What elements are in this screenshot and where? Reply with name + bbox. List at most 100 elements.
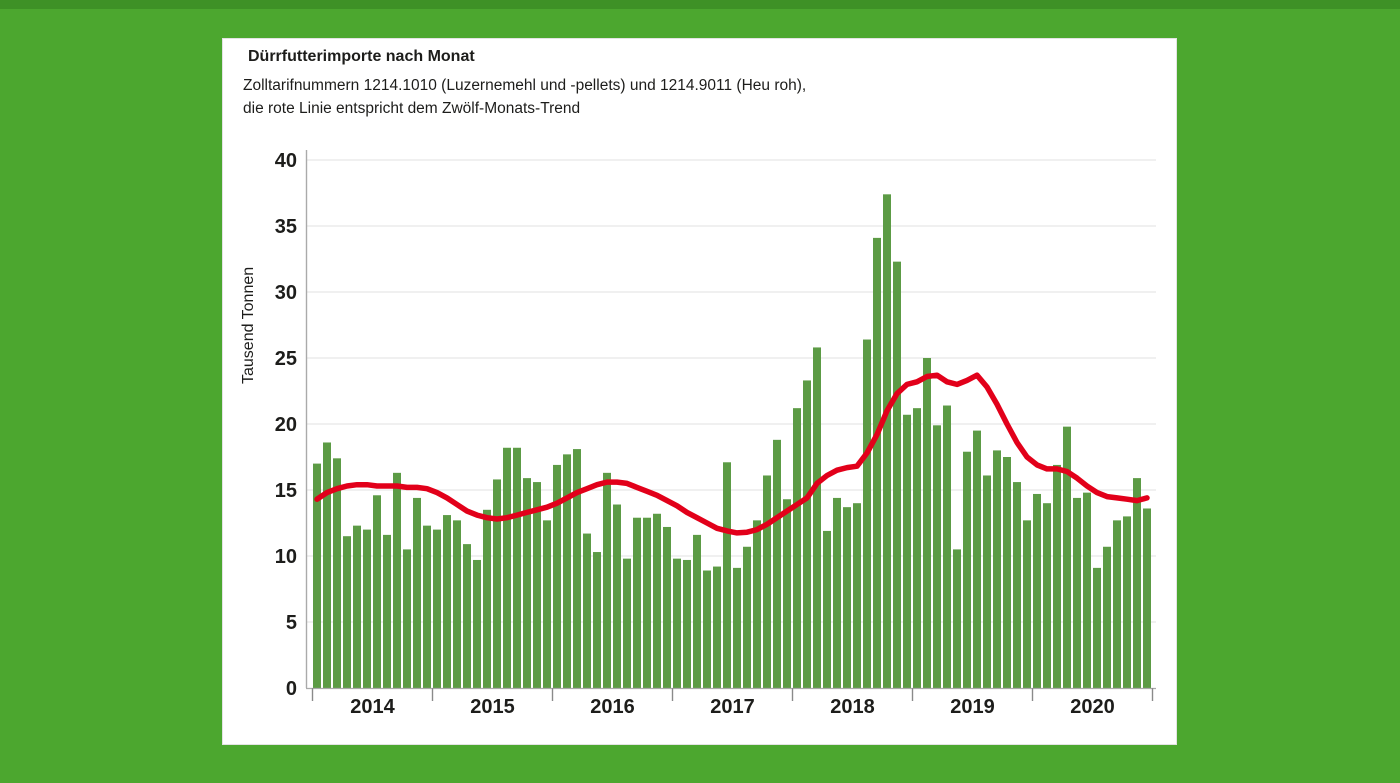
month-bar xyxy=(743,546,751,688)
y-tick-label: 0 xyxy=(286,678,297,700)
month-bar xyxy=(1053,464,1061,688)
month-bar xyxy=(673,558,681,688)
chart-title: Dürrfutterimporte nach Monat xyxy=(248,48,475,65)
month-bar xyxy=(663,526,671,688)
month-bar xyxy=(1073,497,1081,688)
month-bar xyxy=(1143,508,1151,688)
month-bar xyxy=(523,478,531,688)
month-bar xyxy=(453,520,461,688)
y-tick-label: 40 xyxy=(275,150,297,172)
month-bar xyxy=(1103,546,1111,688)
month-bar xyxy=(833,497,841,688)
month-bar xyxy=(513,447,521,688)
month-bar xyxy=(713,566,721,688)
month-bar xyxy=(543,520,551,688)
month-bar xyxy=(643,517,651,688)
month-bar xyxy=(723,462,731,688)
month-bar xyxy=(773,439,781,688)
month-bar xyxy=(1023,520,1031,688)
month-bar xyxy=(863,339,871,688)
month-bar xyxy=(343,536,351,688)
y-tick-label: 15 xyxy=(275,480,297,502)
month-bar xyxy=(583,533,591,688)
y-tick-label: 10 xyxy=(275,546,297,568)
month-bar xyxy=(1003,457,1011,688)
month-bar xyxy=(683,559,691,688)
month-bar xyxy=(483,509,491,688)
month-bar xyxy=(603,472,611,688)
month-bar xyxy=(363,529,371,688)
month-bar xyxy=(883,194,891,688)
month-bar xyxy=(733,567,741,688)
month-bar xyxy=(373,495,381,688)
month-bar xyxy=(1133,478,1141,688)
month-bar xyxy=(803,380,811,688)
month-bar xyxy=(473,559,481,688)
month-bar xyxy=(1113,520,1121,688)
month-bar xyxy=(963,451,971,688)
month-bar xyxy=(563,454,571,688)
month-bar xyxy=(1033,493,1041,688)
month-bar xyxy=(533,482,541,688)
month-bar xyxy=(623,558,631,688)
month-bar xyxy=(493,479,501,688)
month-bar xyxy=(333,458,341,688)
month-bar xyxy=(953,549,961,688)
month-bar xyxy=(1043,503,1051,688)
month-bar xyxy=(503,447,511,688)
y-tick-label: 25 xyxy=(275,348,297,370)
month-bar xyxy=(433,529,441,688)
y-tick-label: 30 xyxy=(275,282,297,304)
year-label: 2018 xyxy=(830,696,875,718)
month-bar xyxy=(443,515,451,688)
month-bar xyxy=(1013,482,1021,688)
month-bar xyxy=(973,430,981,688)
month-bar xyxy=(793,408,801,688)
chart-subtitle: Zolltarifnummern 1214.1010 (Luzernemehl … xyxy=(243,74,806,120)
trend-line xyxy=(314,372,1150,536)
month-bar xyxy=(1093,567,1101,688)
month-bar xyxy=(923,358,931,688)
month-bar xyxy=(903,414,911,688)
year-label: 2016 xyxy=(590,696,635,718)
month-bar xyxy=(463,544,471,688)
y-tick-label: 35 xyxy=(275,216,297,238)
month-bar xyxy=(993,450,1001,688)
month-bar xyxy=(843,507,851,688)
month-bar xyxy=(913,408,921,688)
month-bar xyxy=(763,475,771,688)
month-bar xyxy=(593,552,601,688)
month-bar xyxy=(323,442,331,688)
year-label: 2020 xyxy=(1070,696,1115,718)
month-bar xyxy=(753,520,761,688)
month-bar xyxy=(393,472,401,688)
month-bar xyxy=(783,499,791,688)
month-bar xyxy=(873,237,881,688)
year-label: 2017 xyxy=(710,696,755,718)
month-bar xyxy=(313,463,321,688)
month-bar xyxy=(813,347,821,688)
month-bar xyxy=(983,475,991,688)
month-bar xyxy=(943,405,951,688)
chart-subtitle-line2: die rote Linie entspricht dem Zwölf-Mona… xyxy=(243,100,581,117)
month-bar xyxy=(423,525,431,688)
y-tick-label: 5 xyxy=(286,612,297,634)
month-bar xyxy=(383,534,391,688)
month-bar xyxy=(1123,516,1131,688)
year-label: 2019 xyxy=(950,696,995,718)
y-tick-label: 20 xyxy=(275,414,297,436)
month-bar xyxy=(353,525,361,688)
month-bar xyxy=(853,503,861,688)
page-top-strip xyxy=(0,0,1400,9)
month-bar xyxy=(1083,492,1091,688)
month-bar xyxy=(893,261,901,688)
month-bar xyxy=(703,570,711,688)
month-bar xyxy=(573,449,581,688)
year-label: 2014 xyxy=(350,696,395,718)
month-bar xyxy=(403,549,411,688)
month-bar xyxy=(553,464,561,688)
chart-subtitle-line1: Zolltarifnummern 1214.1010 (Luzernemehl … xyxy=(243,77,807,94)
month-bar xyxy=(633,517,641,688)
